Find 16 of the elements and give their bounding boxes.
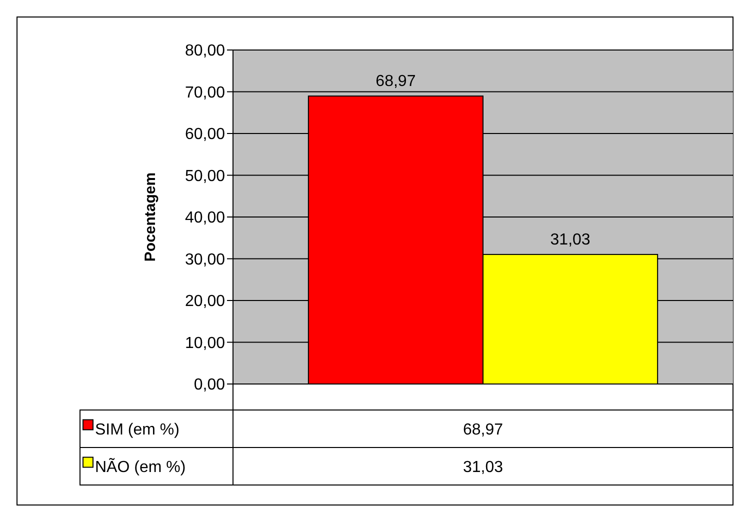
y-tick-label: 10,00	[184, 334, 226, 352]
y-tick-label: 40,00	[184, 210, 226, 227]
y-tick-label: 70,00	[184, 84, 226, 102]
data-label: 68,97	[376, 73, 416, 90]
y-tick-label: 20,00	[184, 293, 226, 310]
y-tick-label: 50,00	[184, 168, 226, 185]
legend-label: NÃO (em %)	[95, 456, 186, 476]
y-axis-title: Pocentagem	[142, 172, 159, 262]
y-tick-label: 80,00	[184, 42, 226, 60]
legend-label: SIM (em %)	[95, 421, 180, 438]
data-label: 31,03	[550, 231, 590, 248]
y-tick-label: 30,00	[184, 251, 226, 268]
text: 68,97	[462, 421, 504, 438]
y-tick-label: 60,00	[184, 126, 226, 144]
y-tick-label: 0,00	[194, 376, 226, 394]
text: 31,03	[462, 458, 504, 476]
